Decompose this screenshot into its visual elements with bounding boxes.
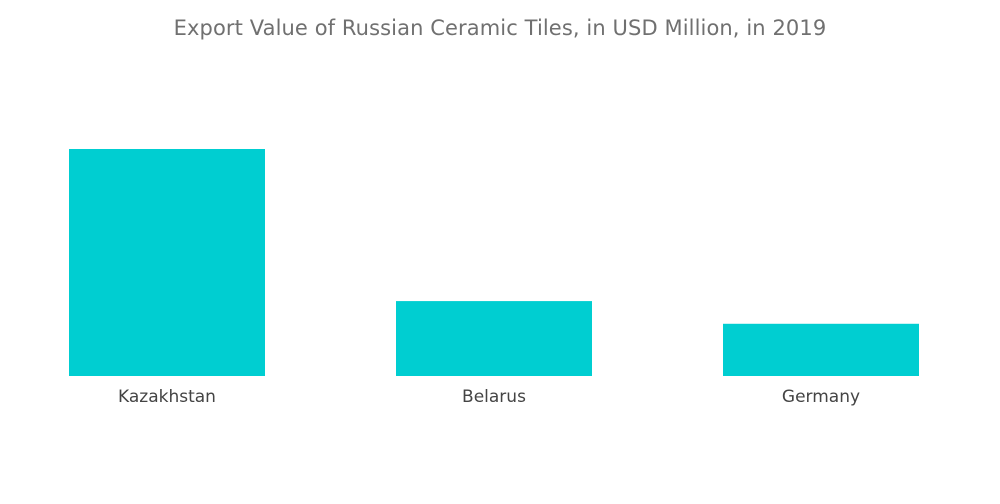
category-label-kazakhstan: Kazakhstan [118,387,216,407]
bar-germany [723,323,919,376]
bar-kazakhstan [69,149,265,376]
bars-group [69,149,919,376]
bar-belarus [396,301,592,376]
category-labels-group: Kazakhstan Belarus Germany [118,387,860,407]
category-label-germany: Germany [782,387,860,407]
chart-title: Export Value of Russian Ceramic Tiles, i… [173,16,827,40]
category-label-belarus: Belarus [462,387,526,407]
